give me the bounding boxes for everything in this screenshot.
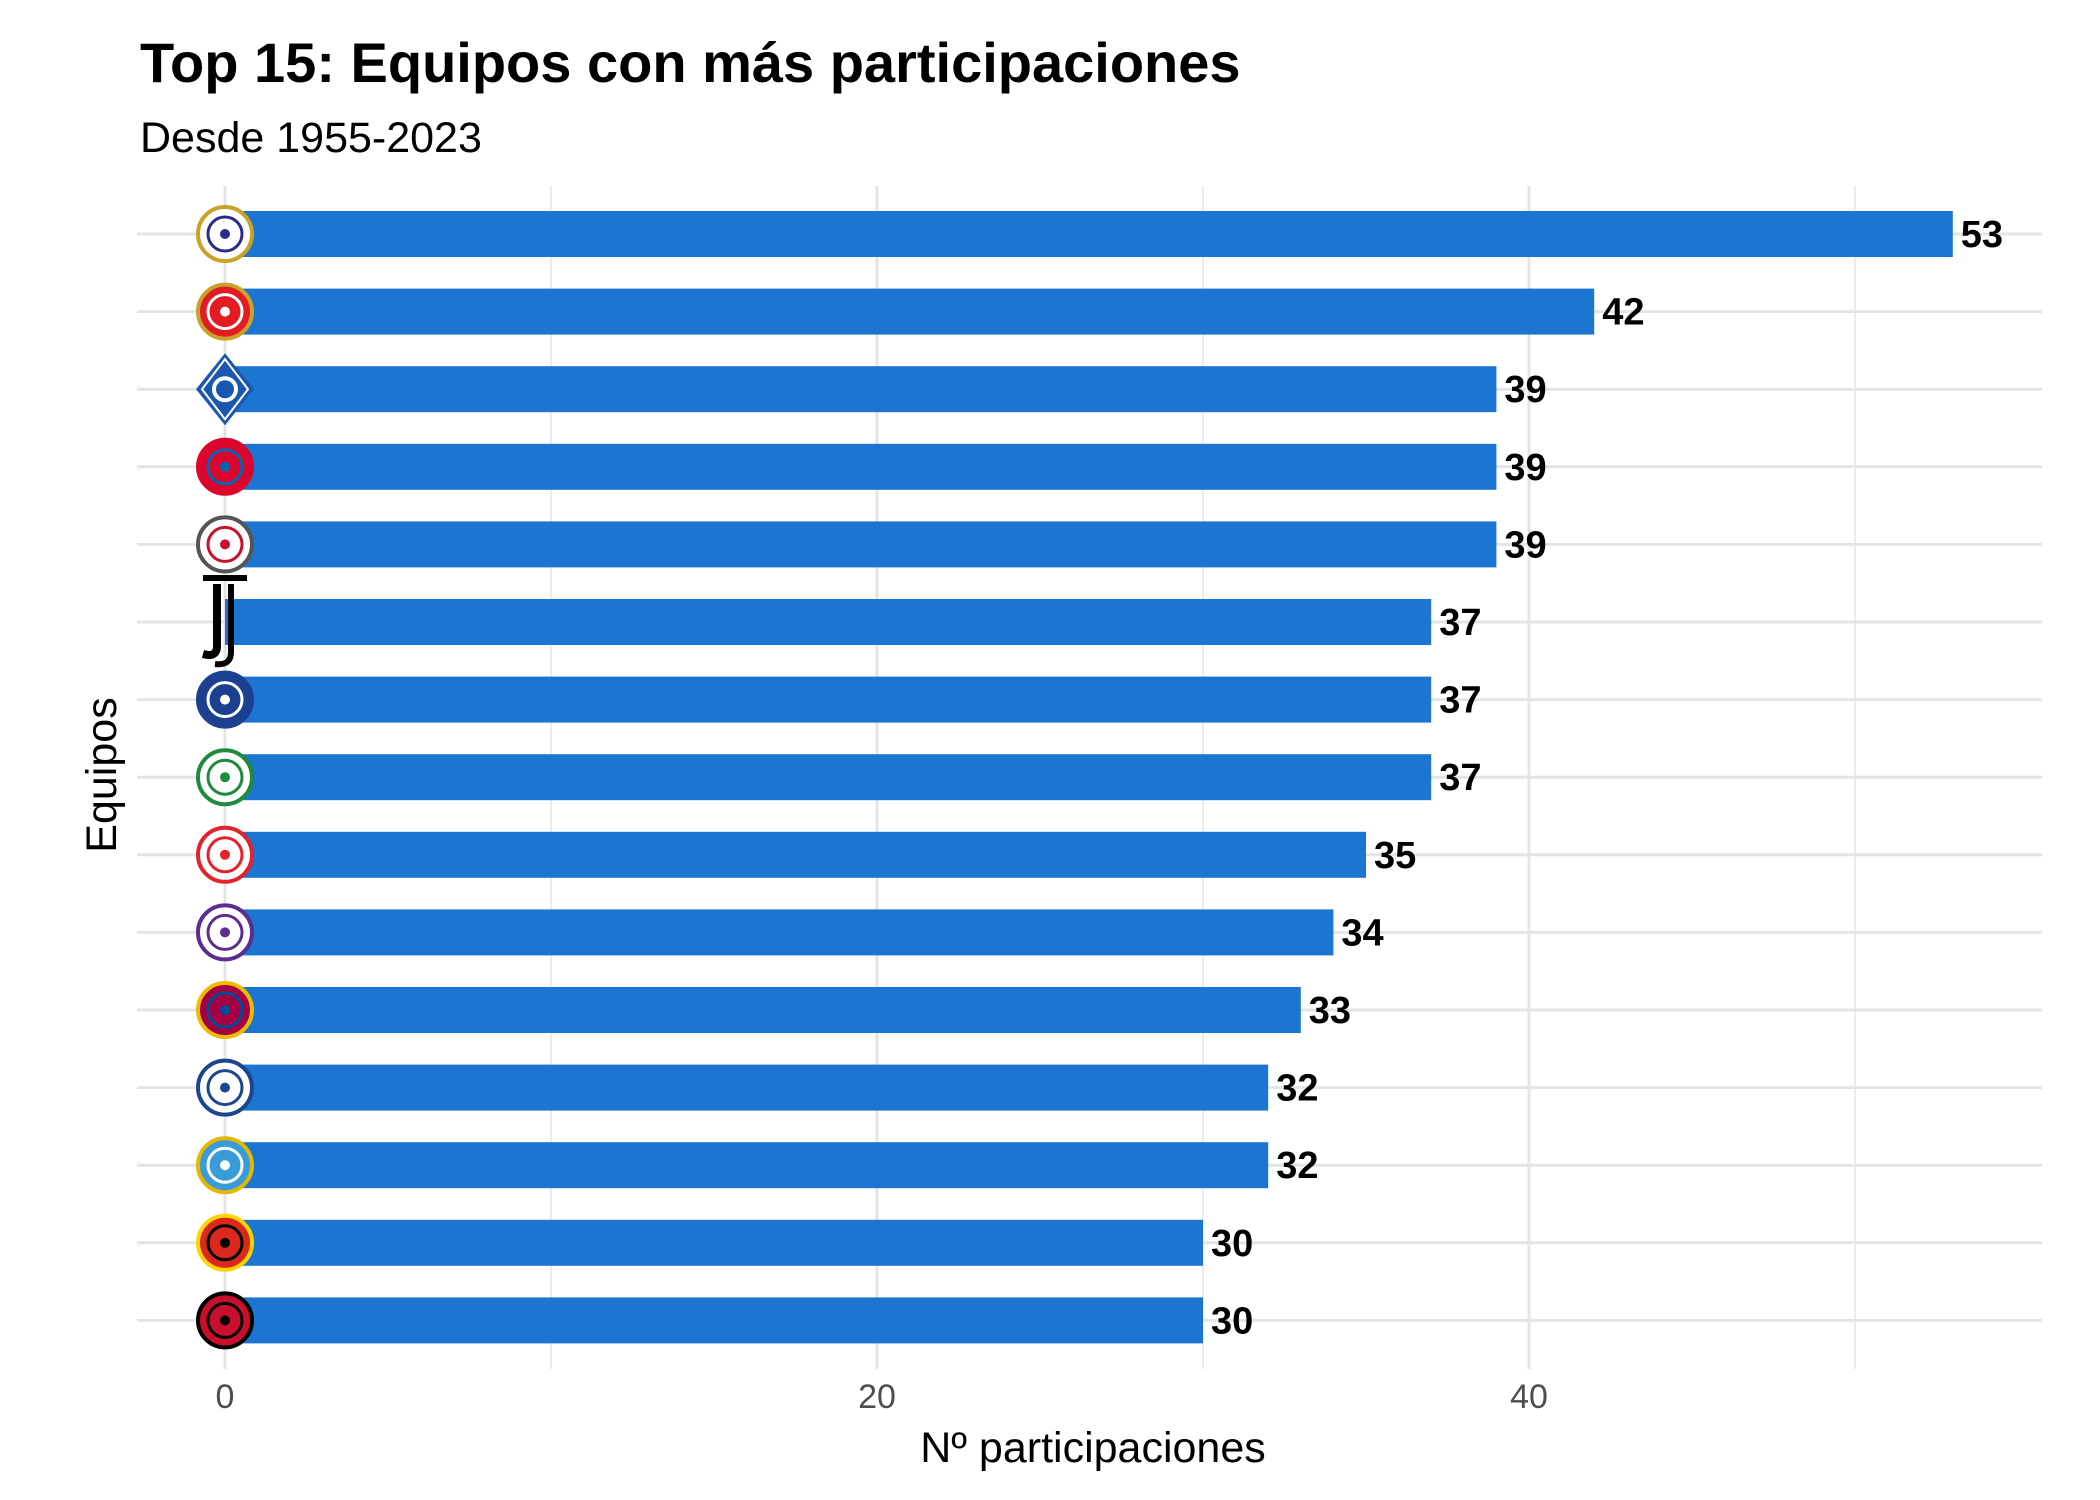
bar [225, 1219, 1203, 1266]
bar-value-label: 37 [1439, 680, 1481, 722]
real-madrid-crest-icon [196, 205, 254, 263]
olympiacos-crest-icon [196, 825, 254, 884]
x-axis-ticks: 0 20 40 [216, 1378, 1548, 1416]
bar [225, 754, 1432, 801]
bar [225, 987, 1301, 1033]
bar [225, 521, 1497, 568]
ac-milan-crest-icon [196, 1291, 254, 1350]
bar-value-label: 39 [1504, 369, 1546, 411]
bar [225, 909, 1334, 956]
bar-value-label: 37 [1439, 602, 1481, 644]
anderlecht-crest-icon [196, 903, 254, 962]
ajax-crest-icon [196, 515, 254, 574]
bar [225, 676, 1432, 723]
bar [225, 443, 1497, 490]
bar-value-label: 37 [1439, 757, 1481, 799]
juventus-crest-icon [201, 575, 247, 668]
bar-value-label: 32 [1276, 1068, 1318, 1110]
bar-value-label: 30 [1211, 1223, 1253, 1265]
bar [225, 366, 1497, 413]
team-logos [196, 205, 254, 1350]
porto-crest-icon [196, 670, 254, 729]
bayern-crest-icon [196, 437, 254, 496]
bar [225, 1142, 1269, 1189]
bar-value-label: 30 [1211, 1300, 1253, 1342]
y-axis-title: Equipos [78, 697, 126, 852]
chart-title: Top 15: Equipos con más participaciones [140, 31, 1241, 94]
bar-value-label: 32 [1276, 1145, 1318, 1187]
manchester-united-crest-icon [196, 1213, 254, 1272]
benfica-crest-icon [196, 282, 254, 341]
linfield-crest-icon [196, 1136, 254, 1195]
bar-value-label: 39 [1504, 447, 1546, 489]
bar [225, 831, 1366, 878]
value-labels: 53 42 39 39 39 37 37 37 35 34 33 32 32 30 30 [1211, 214, 2003, 1342]
x-axis-title: Nº participaciones [920, 1424, 1266, 1472]
bar [225, 211, 1953, 257]
x-tick-label: 40 [1510, 1378, 1548, 1416]
celtic-crest-icon [196, 748, 254, 807]
bar-value-label: 33 [1309, 990, 1351, 1032]
bar [225, 1297, 1203, 1344]
bar-value-label: 42 [1602, 292, 1644, 334]
x-tick-label: 0 [216, 1378, 235, 1416]
dynamo-kyiv-crest-icon [196, 353, 254, 426]
bar [225, 1064, 1269, 1111]
barcelona-crest-icon [196, 981, 254, 1039]
rangers-crest-icon [196, 1058, 254, 1117]
bar [225, 599, 1432, 645]
bar-value-label: 53 [1961, 214, 2003, 256]
chart-subtitle: Desde 1955-2023 [140, 114, 482, 162]
bar [225, 288, 1595, 335]
bar-value-label: 39 [1504, 524, 1546, 566]
bar-value-label: 35 [1374, 835, 1416, 877]
bars [225, 211, 1953, 1344]
x-tick-label: 20 [858, 1378, 896, 1416]
bar-value-label: 34 [1341, 912, 1383, 954]
